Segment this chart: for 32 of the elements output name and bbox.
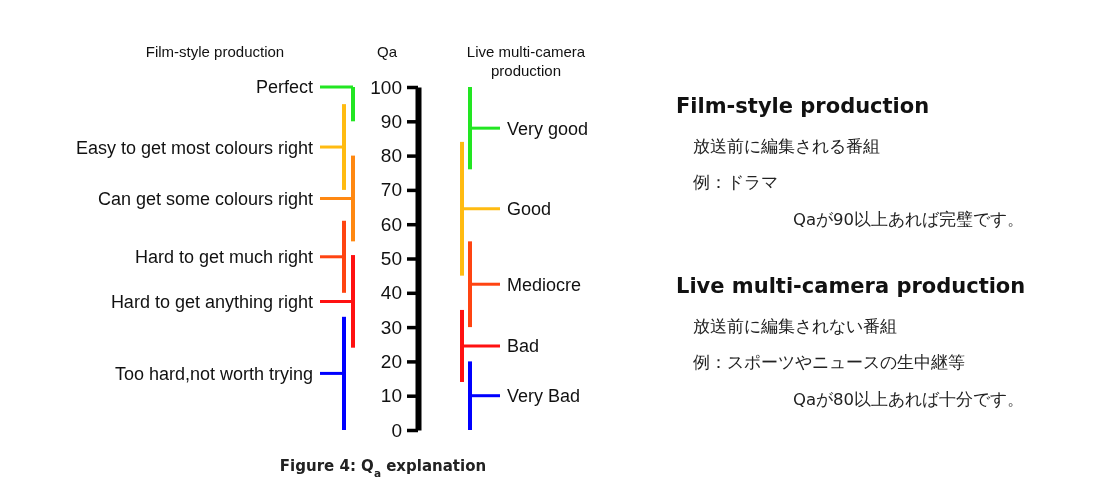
y-tick-label: 20 bbox=[380, 350, 402, 372]
y-tick-label: 30 bbox=[380, 316, 402, 338]
text: Figure 4: Q$_{a}$ explanation bbox=[279, 457, 487, 479]
y-tick-label: 90 bbox=[380, 110, 402, 132]
text: Qaが90以上あれば完璧です。 bbox=[793, 210, 1025, 229]
y-tick-label: 70 bbox=[380, 179, 402, 201]
text: 例：ドラマ bbox=[693, 173, 778, 192]
y-tick-label: 100 bbox=[370, 76, 402, 98]
annotation: Can get some colours right bbox=[97, 188, 313, 209]
annotation: Easy to get most colours right bbox=[75, 137, 313, 158]
annotation: Good bbox=[507, 199, 552, 220]
annotation: Bad bbox=[507, 336, 540, 357]
annotation: Mediocre bbox=[507, 274, 582, 295]
y-tick-label: 0 bbox=[391, 419, 402, 441]
annotation: Perfect bbox=[255, 77, 313, 98]
y-tick-label: 80 bbox=[380, 145, 402, 167]
text: 放送前に編集される番組 bbox=[693, 137, 880, 156]
text: Qaが80以上あれば十分です。 bbox=[793, 390, 1025, 409]
y-tick-label: 50 bbox=[380, 248, 402, 270]
y-tick-label: 40 bbox=[380, 282, 402, 304]
y-tick-label: 60 bbox=[380, 213, 402, 235]
annotation: Hard to get anything right bbox=[110, 291, 313, 312]
text: Film-style production bbox=[676, 94, 930, 118]
annotation: Very good bbox=[507, 118, 589, 139]
text: 放送前に編集されない番組 bbox=[693, 317, 897, 336]
y-tick-label: 10 bbox=[380, 385, 402, 407]
y-axis-title: Qa bbox=[376, 43, 398, 60]
annotation: Very Bad bbox=[507, 386, 581, 407]
text: 例：スポーツやニュースの生中継等 bbox=[693, 353, 965, 372]
annotation: Hard to get much right bbox=[134, 247, 313, 268]
text: Live multi-camera production bbox=[676, 274, 1026, 298]
annotation: Too hard,not worth trying bbox=[114, 363, 313, 384]
